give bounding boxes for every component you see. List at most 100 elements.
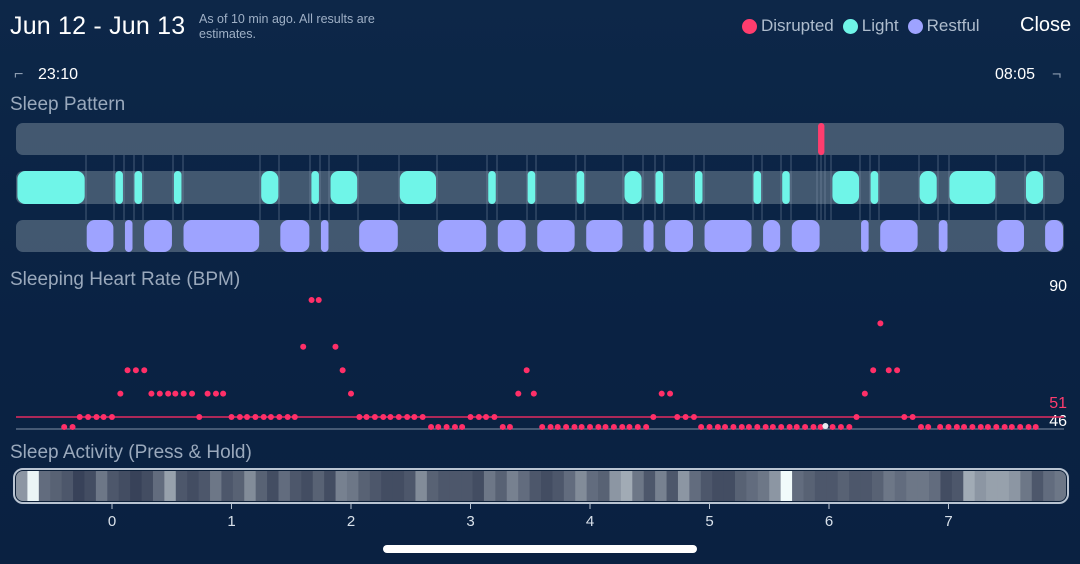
heart-rate-point (428, 424, 435, 430)
heart-rate-point (643, 424, 650, 430)
heart-rate-point (953, 424, 960, 430)
restful-segment (997, 220, 1024, 252)
activity-cell (883, 471, 896, 501)
activity-cell (506, 471, 519, 501)
sleep-activity-chart[interactable] (13, 468, 1069, 504)
start-time: 23:10 (38, 66, 79, 83)
activity-cell (335, 471, 348, 501)
restful-segment (497, 220, 526, 252)
activity-cell (746, 471, 759, 501)
disrupted-lane-track (16, 123, 1064, 155)
activity-cell (620, 471, 633, 501)
heart-rate-point (244, 414, 251, 420)
disrupted-dot-icon (742, 18, 757, 34)
restful-segment (861, 220, 869, 252)
heart-rate-point (894, 367, 901, 374)
activity-cell (495, 471, 508, 501)
activity-cell (232, 471, 245, 501)
heart-rate-point (141, 367, 148, 374)
restful-segment (124, 220, 133, 252)
heart-rate-point (515, 390, 522, 397)
activity-cell (301, 471, 314, 501)
heart-rate-point (846, 424, 853, 430)
heart-rate-point (124, 367, 131, 374)
activity-cell (974, 471, 987, 501)
estimate-note: As of 10 min ago. All results are estima… (199, 12, 375, 41)
light-segment (753, 171, 762, 204)
heart-rate-point (291, 414, 298, 420)
heart-rate-point (260, 414, 267, 420)
activity-cell (95, 471, 108, 501)
legend-item-disrupted: Disrupted (742, 16, 834, 36)
light-segment (115, 171, 123, 204)
activity-cell (757, 471, 770, 501)
restful-segment (791, 220, 820, 252)
heart-rate-point (332, 343, 339, 350)
restful-segment (938, 220, 948, 252)
activity-cell (780, 471, 793, 501)
heart-rate-point (300, 343, 307, 350)
heart-rate-point (901, 414, 908, 420)
activity-cell (141, 471, 154, 501)
heart-rate-point (435, 424, 442, 430)
activity-cell (187, 471, 200, 501)
home-indicator[interactable] (383, 545, 697, 553)
sleep-pattern-chart (16, 123, 1064, 252)
light-segment (399, 171, 437, 204)
close-button[interactable]: Close (1020, 14, 1072, 36)
activity-cell (1031, 471, 1044, 501)
heart-rate-point (571, 424, 578, 430)
light-segment (488, 171, 496, 204)
heart-rate-point (769, 424, 776, 430)
heart-rate-point (189, 390, 196, 397)
activity-cell (997, 471, 1010, 501)
heart-rate-point (228, 414, 235, 420)
activity-cell (461, 471, 474, 501)
activity-cell (598, 471, 611, 501)
activity-cell (609, 471, 622, 501)
heart-rate-point (722, 424, 729, 430)
heart-rate-point (547, 424, 554, 430)
heart-rate-point (491, 414, 498, 420)
light-segment (311, 171, 319, 204)
activity-cell (1043, 471, 1056, 501)
activity-cell (563, 471, 576, 501)
restful-segment (1045, 220, 1063, 252)
activity-cell (677, 471, 690, 501)
activity-cell (769, 471, 782, 501)
heart-rate-point (698, 424, 705, 430)
heart-rate-point (117, 390, 124, 397)
x-tick-label: 0 (108, 513, 116, 530)
restful-segment (643, 220, 654, 252)
activity-cell (472, 471, 485, 501)
restful-dot-icon (907, 18, 923, 34)
end-time: 08:05 (995, 66, 1036, 83)
heart-rate-point (778, 424, 785, 430)
light-segment (173, 171, 182, 204)
max-bpm-value: 90 (1049, 278, 1067, 295)
activity-cell (632, 471, 645, 501)
heart-rate-point (786, 424, 793, 430)
heart-rate-point (682, 414, 689, 420)
light-segment (1025, 171, 1044, 204)
heart-rate-point (220, 390, 227, 397)
heart-rate-point (977, 424, 984, 430)
light-segment (624, 171, 642, 204)
activity-cell (278, 471, 291, 501)
heart-rate-point (371, 414, 378, 420)
x-tick-label: 2 (347, 513, 355, 530)
heart-rate-point (156, 390, 163, 397)
heart-rate-point (870, 367, 877, 374)
heart-rate-point (100, 414, 107, 420)
activity-heatmap[interactable] (16, 471, 1067, 501)
heart-rate-point (363, 414, 370, 420)
activity-cell (198, 471, 211, 501)
activity-cell (415, 471, 428, 501)
activity-cell (50, 471, 63, 501)
activity-cell (871, 471, 884, 501)
activity-cell (1008, 471, 1021, 501)
heart-rate-point (690, 414, 697, 420)
heart-rate-point (650, 414, 657, 420)
heart-rate-point (1032, 424, 1039, 430)
